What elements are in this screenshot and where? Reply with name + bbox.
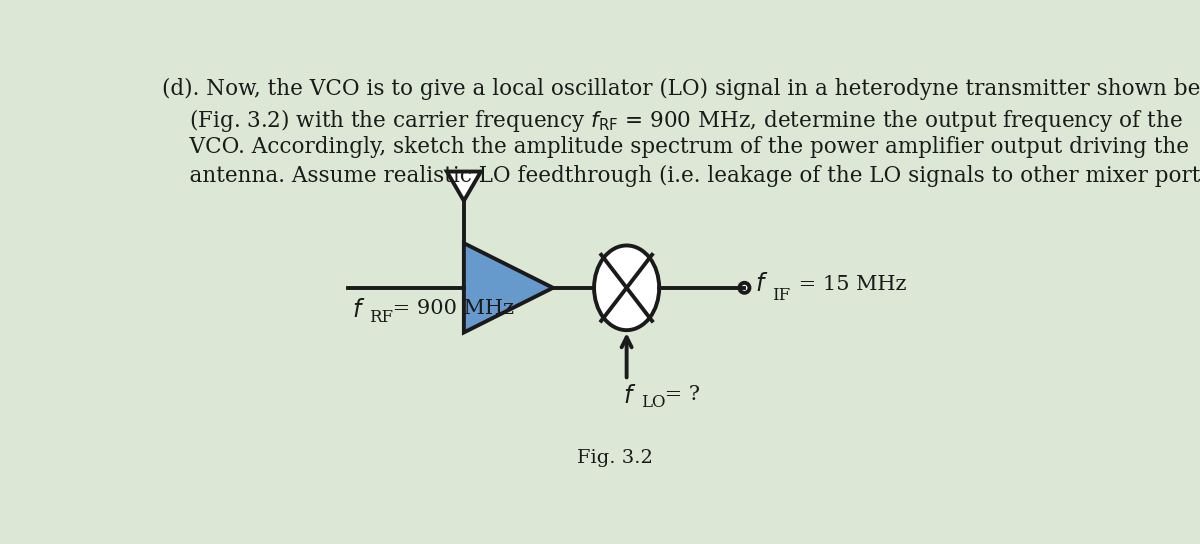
Text: (d). Now, the VCO is to give a local oscillator (LO) signal in a heterodyne tran: (d). Now, the VCO is to give a local osc… — [162, 78, 1200, 100]
Text: $f$: $f$ — [755, 273, 768, 296]
Text: IF: IF — [773, 287, 791, 304]
Text: $f$: $f$ — [623, 385, 636, 408]
Text: LO: LO — [641, 394, 665, 411]
Text: Fig. 3.2: Fig. 3.2 — [577, 449, 653, 467]
Text: (Fig. 3.2) with the carrier frequency $f_\mathrm{RF}$ = 900 MHz, determine the o: (Fig. 3.2) with the carrier frequency $f… — [162, 107, 1182, 134]
Text: RF: RF — [370, 310, 394, 326]
Text: antenna. Assume realistic LO feedthrough (i.e. leakage of the LO signals to othe: antenna. Assume realistic LO feedthrough… — [162, 165, 1200, 188]
Text: = ?: = ? — [658, 385, 700, 404]
Circle shape — [739, 283, 750, 293]
Polygon shape — [464, 243, 553, 332]
Text: = 15 MHz: = 15 MHz — [792, 275, 906, 294]
Ellipse shape — [594, 245, 659, 330]
Text: $f$: $f$ — [352, 299, 365, 323]
Text: VCO. Accordingly, sketch the amplitude spectrum of the power amplifier output dr: VCO. Accordingly, sketch the amplitude s… — [162, 136, 1189, 158]
Polygon shape — [446, 171, 481, 201]
Text: = 900 MHz: = 900 MHz — [386, 299, 515, 318]
